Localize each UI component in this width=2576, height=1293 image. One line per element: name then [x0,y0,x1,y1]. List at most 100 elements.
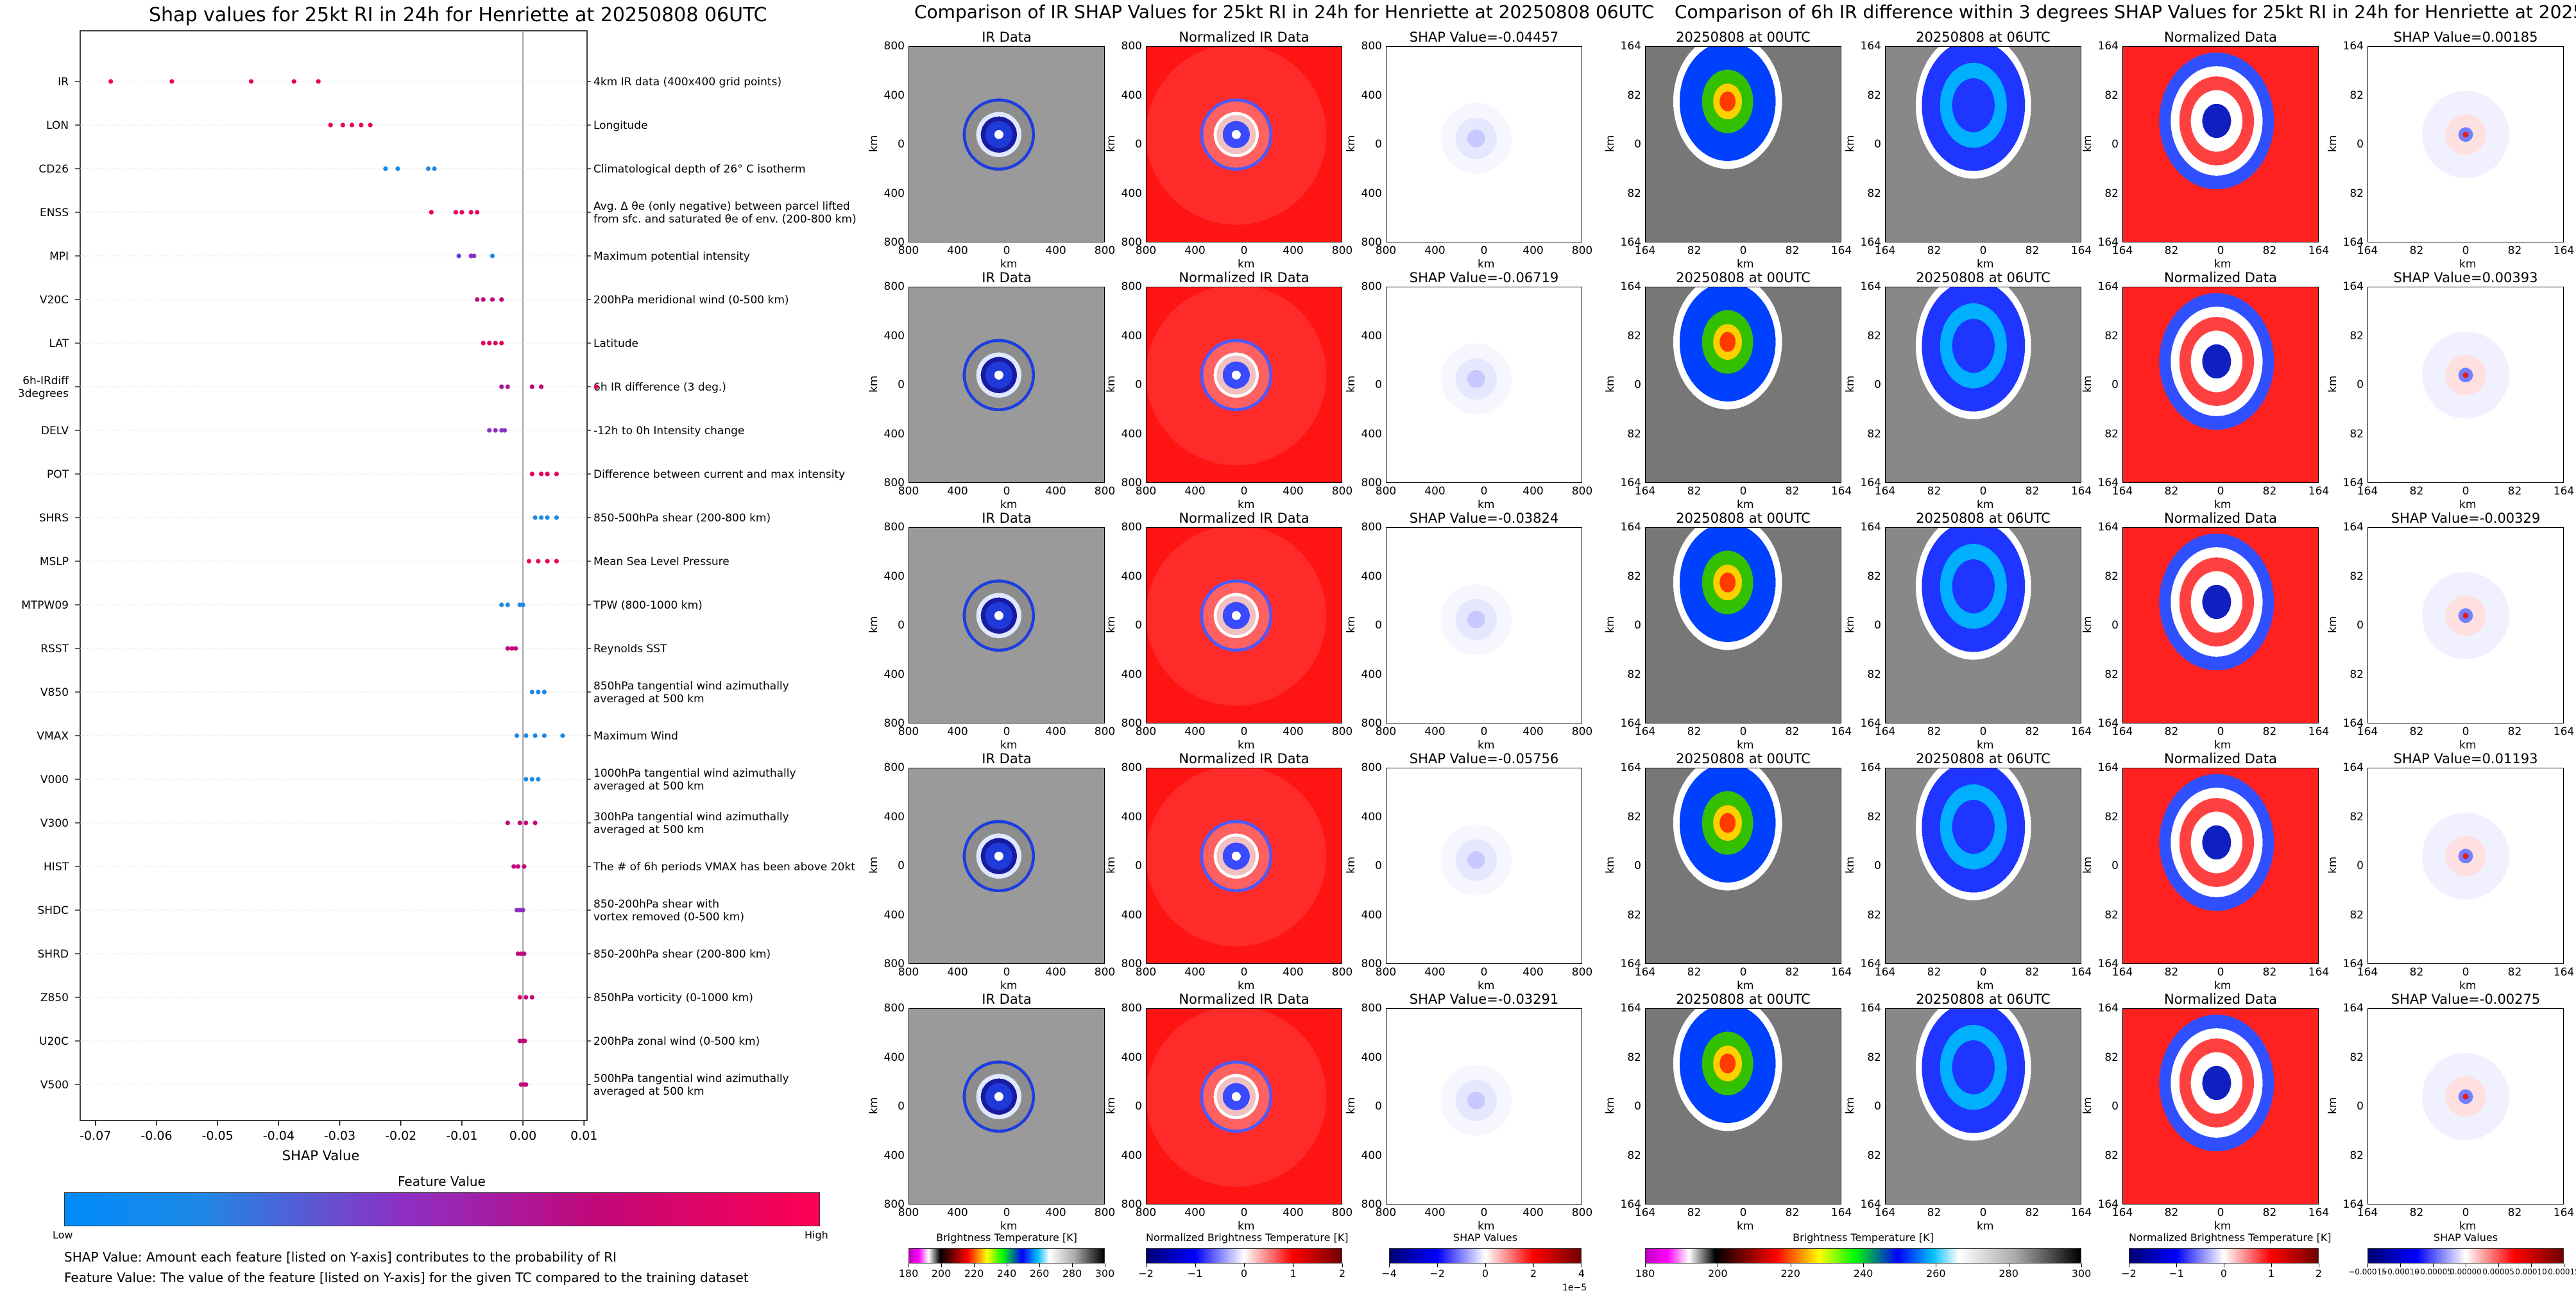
y-tick-label: 164 [1620,521,1641,534]
colorbar-tick-label: 240 [1853,1267,1873,1280]
y-tick-label: 800 [1361,40,1382,53]
x-tick-label: 164 [2308,725,2330,738]
colorbar-tick-label: 0.00000 [2450,1267,2482,1276]
colorbar-tick-mark [2433,1263,2434,1267]
shap-point [169,79,175,84]
y-tick-label: 400 [1361,570,1382,583]
y-tick-label: 800 [883,280,905,293]
colorbar-tick-label: 0.00005 [2482,1267,2514,1276]
x-tick-label: 82 [1785,1206,1800,1219]
y-tick-label: 82 [1867,187,1881,200]
ir-shap-title: Comparison of IR SHAP Values for 25kt RI… [914,1,1655,22]
irdiff-shap-title: SHAP Value=0.01193 [2393,751,2538,766]
x-tick-label: 82 [2507,725,2522,738]
x-tick-label: 400 [947,485,968,498]
y-tick-label: 400 [1361,89,1382,102]
shap-point [456,253,461,258]
irdiff-panel-title: 20250808 at 06UTC [1916,30,2051,45]
x-tick-label: 164 [1830,485,1852,498]
ir-panel-title: Normalized IR Data [1179,751,1309,766]
shap-point [499,297,504,302]
shap-point [515,864,521,869]
x-tick-label: 164 [2553,725,2575,738]
y-tick-label: 0 [1634,1100,1641,1113]
y-axis-label: km [1844,135,1857,152]
irdiff-norm-image [2122,287,2319,483]
shap-point [340,123,345,128]
y-tick-label: 800 [883,717,905,730]
x-tick-label: 164 [1634,485,1656,498]
shap-point [509,646,515,651]
x-tick-label: 82 [1687,1206,1702,1219]
x-tick-label: 0 [1240,725,1248,738]
feature-description: 200hPa zonal wind (0-500 km) [593,1035,760,1048]
y-tick-label: 82 [2350,908,2364,922]
x-tick-label: 0 [1003,966,1011,979]
x-tick-label: 164 [2357,244,2378,257]
colorbar-tick-label: 220 [1780,1267,1800,1280]
shap-point [490,253,495,258]
y-tick-label: 164 [1620,717,1641,730]
y-tick-label: 0 [2111,138,2119,151]
y-axis-label: km [1844,616,1857,633]
x-tick-label: 0 [1739,1206,1747,1219]
colorbar-tick-label: −1 [1187,1267,1203,1280]
irdiff-panel-title: 20250808 at 00UTC [1676,992,1811,1007]
x-tick-label: 800 [1094,244,1116,257]
y-axis-label: km [2081,135,2094,152]
x-tick-label: 82 [1927,966,1941,979]
y-tick-label: 800 [1121,1198,1142,1211]
shap-point [395,166,400,171]
ir-shap-image [1386,768,1582,964]
plot-frame [80,30,588,1121]
x-tick-label: 82 [1687,485,1702,498]
ir-shap-title: SHAP Value=-0.04457 [1409,30,1559,45]
x-tick-label: 800 [1571,725,1593,738]
y-axis-label: km [1345,856,1358,874]
x-tick-label: 82 [1687,244,1702,257]
y-tick-label: 82 [2104,668,2119,681]
x-tick-label: 800 [1094,485,1116,498]
shap-point [487,341,492,346]
x-tick-label: 800 [1571,244,1593,257]
colorbar-high-label: High [805,1229,828,1241]
x-tick-label: 164 [2111,244,2133,257]
x-tick-label: 82 [2507,966,2522,979]
x-tick-label: 164 [2357,725,2378,738]
x-tick-label: 82 [2164,485,2179,498]
y-tick-label: 0 [1634,859,1641,872]
y-tick-label: 800 [883,761,905,774]
x-tick-label: 800 [1094,1206,1116,1219]
x-tick-label: 82 [1687,966,1702,979]
feature-description: Maximum potential intensity [593,250,750,263]
y-axis-label: km [1105,856,1118,874]
x-axis-label: km [2214,258,2231,271]
y-tick-label: 82 [2104,1051,2119,1064]
shap-point [499,602,504,607]
ir-shap-colorbar-title: SHAP Values [1453,1231,1518,1244]
irdiff-shap-title: Comparison of 6h IR difference within 3 … [1675,1,2576,22]
feature-name-label: HIST [44,861,69,874]
y-tick-label: 0 [2111,1100,2119,1113]
x-tick-label: 400 [1523,725,1544,738]
x-tick-label: 164 [1874,244,1896,257]
irdiff-t06-image [1885,46,2081,242]
x-tick-label: 400 [1283,966,1304,979]
x-tick-label: 800 [1094,725,1116,738]
colorbar-tick-mark [2400,1263,2401,1267]
shap-point [511,864,516,869]
colorbar-tick-mark [1342,1263,1343,1267]
x-tick-label: 82 [1785,244,1800,257]
x-tick-label: 0 [1480,1206,1488,1219]
irdiff-shap-title: SHAP Value=0.00393 [2393,270,2538,285]
ir-panel-title: Normalized IR Data [1179,992,1309,1007]
x-axis-label: km [1478,739,1495,752]
irdiff-panel-title: Normalized Data [2164,992,2277,1007]
colorbar-tick-mark [2081,1263,2082,1267]
x-tick-label: 164 [2308,485,2330,498]
y-tick-label: 400 [883,89,905,102]
colorbar-tick-label: −2 [1138,1267,1154,1280]
colorbar-tick-mark [1293,1263,1294,1267]
y-tick-label: 164 [1860,280,1881,293]
irdiff-norm-image [2122,768,2319,964]
